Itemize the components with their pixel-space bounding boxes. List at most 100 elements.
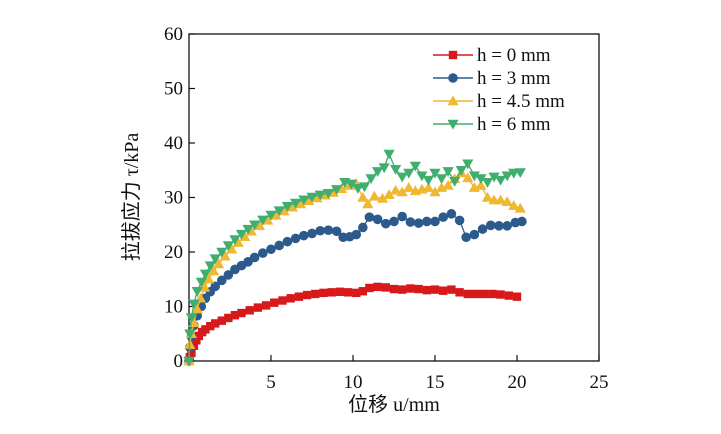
data-point <box>357 191 369 202</box>
data-point <box>278 205 290 216</box>
legend-marker <box>447 95 459 106</box>
data-point <box>223 270 234 280</box>
data-point <box>373 282 382 292</box>
data-point <box>266 244 276 255</box>
data-point <box>270 209 282 220</box>
data-point <box>199 269 211 280</box>
data-point <box>422 216 432 227</box>
data-point <box>253 303 263 312</box>
data-point <box>422 175 435 186</box>
data-point <box>261 301 271 310</box>
data-point <box>469 229 480 240</box>
legend-item: h = 4.5 mm <box>433 91 565 112</box>
data-point <box>471 289 481 299</box>
data-point <box>488 172 500 183</box>
data-point <box>439 286 448 295</box>
legend-marker <box>447 119 459 130</box>
data-point <box>303 195 315 205</box>
data-point <box>206 321 215 331</box>
data-point <box>311 289 320 299</box>
data-point <box>222 241 234 252</box>
data-point <box>501 196 513 207</box>
data-point <box>208 265 220 276</box>
data-point <box>390 184 402 195</box>
data-point <box>298 195 310 206</box>
data-point <box>409 161 421 172</box>
data-point <box>381 283 390 292</box>
data-point <box>364 212 375 222</box>
data-point <box>447 285 456 294</box>
data-point <box>249 220 261 231</box>
legend-label: h = 0 mm <box>477 45 551 66</box>
legend-label: h = 3 mm <box>477 68 551 89</box>
data-point <box>514 202 526 213</box>
data-point <box>397 211 408 222</box>
x-tick-label: 25 <box>590 372 609 393</box>
series-layer <box>183 149 527 367</box>
data-point <box>430 216 440 227</box>
data-point <box>245 306 254 315</box>
y-tick-label: 20 <box>164 242 183 263</box>
data-point <box>414 284 423 294</box>
data-point <box>477 224 488 234</box>
data-point <box>352 184 364 194</box>
data-point <box>209 254 221 265</box>
data-point <box>281 202 293 212</box>
y-tick-label: 10 <box>164 297 183 318</box>
data-point <box>455 288 464 297</box>
data-point <box>502 221 512 231</box>
data-point <box>184 329 196 340</box>
data-point <box>237 308 246 318</box>
data-point <box>389 284 399 294</box>
legend-item: h = 0 mm <box>433 45 551 66</box>
data-point <box>481 178 494 188</box>
data-point <box>475 179 487 190</box>
data-point <box>278 296 287 305</box>
y-axis-title: 拉拔应力 τ/kPa <box>120 133 143 262</box>
data-point <box>358 287 368 296</box>
data-point <box>475 174 487 185</box>
data-point <box>315 225 326 236</box>
data-point <box>195 277 207 288</box>
data-point <box>372 167 384 177</box>
data-point <box>429 186 441 197</box>
legend-item: h = 3 mm <box>433 68 551 89</box>
y-axis-ticks: 0 10 20 30 40 50 60 <box>164 24 195 372</box>
data-point <box>229 235 241 246</box>
data-point <box>249 252 260 263</box>
data-point <box>488 289 497 299</box>
data-point <box>257 215 269 226</box>
data-point <box>294 292 304 301</box>
data-point <box>398 285 407 294</box>
data-point <box>299 230 309 241</box>
legend: h = 0 mmh = 3 mmh = 4.5 mmh = 6 mm <box>433 45 565 135</box>
data-point <box>294 198 307 209</box>
data-point <box>365 283 374 293</box>
data-point <box>323 225 334 235</box>
data-point <box>230 311 240 320</box>
data-point <box>306 192 318 203</box>
data-point <box>282 236 293 247</box>
data-point <box>403 182 415 192</box>
data-point <box>216 247 228 258</box>
data-point <box>463 289 472 299</box>
data-point <box>514 168 526 179</box>
data-point <box>217 316 226 325</box>
data-point <box>185 313 198 323</box>
x-tick-label: 10 <box>344 372 363 393</box>
data-point <box>430 285 440 294</box>
data-point <box>494 221 504 231</box>
x-axis-title: 位移 u/mm <box>348 393 440 416</box>
data-point <box>442 179 454 190</box>
data-point <box>449 176 461 187</box>
data-point <box>217 275 227 286</box>
data-point <box>481 191 494 202</box>
data-point <box>327 288 336 297</box>
series-0 <box>184 282 522 366</box>
data-point <box>210 281 221 292</box>
data-point <box>226 243 238 254</box>
data-point <box>383 189 395 199</box>
series-3 <box>183 149 526 367</box>
data-point <box>501 171 513 182</box>
data-point <box>381 218 391 229</box>
